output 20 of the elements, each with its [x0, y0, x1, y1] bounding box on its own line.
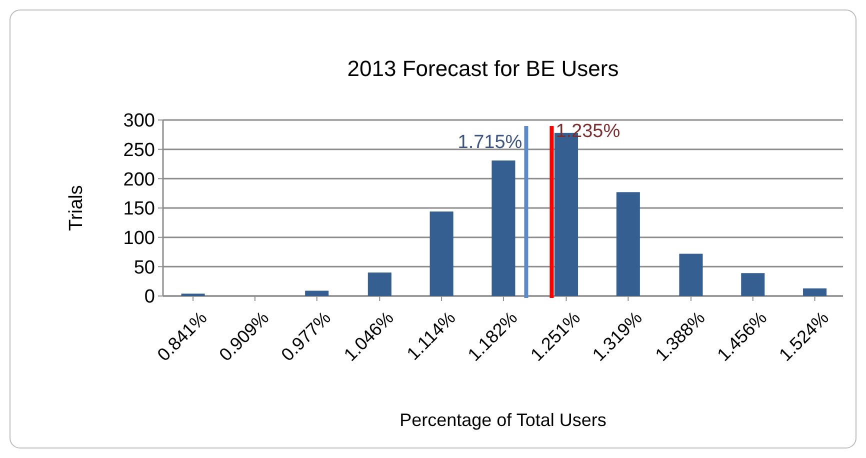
bar: [741, 273, 765, 296]
y-axis-title: Trials: [66, 185, 87, 231]
y-tick-label: 150: [123, 198, 155, 220]
chart-title: 2013 Forecast for BE Users: [347, 56, 619, 81]
y-tick-label: 300: [123, 110, 155, 132]
y-tick-label: 100: [123, 228, 155, 249]
y-tick-label: 200: [123, 169, 155, 190]
ref-line-label: 1.235%: [556, 121, 620, 142]
bar: [368, 272, 392, 296]
annotation: 1.715%: [458, 132, 522, 153]
x-axis-title: Percentage of Total Users: [400, 410, 606, 430]
y-tick-label: 50: [134, 257, 155, 278]
bar: [803, 288, 827, 296]
y-tick-label: 0: [144, 286, 155, 308]
bar: [492, 160, 516, 296]
bar: [430, 212, 454, 296]
bar: [679, 254, 703, 296]
bar: [616, 192, 640, 296]
y-tick-label: 250: [123, 140, 155, 161]
bar: [305, 290, 329, 296]
